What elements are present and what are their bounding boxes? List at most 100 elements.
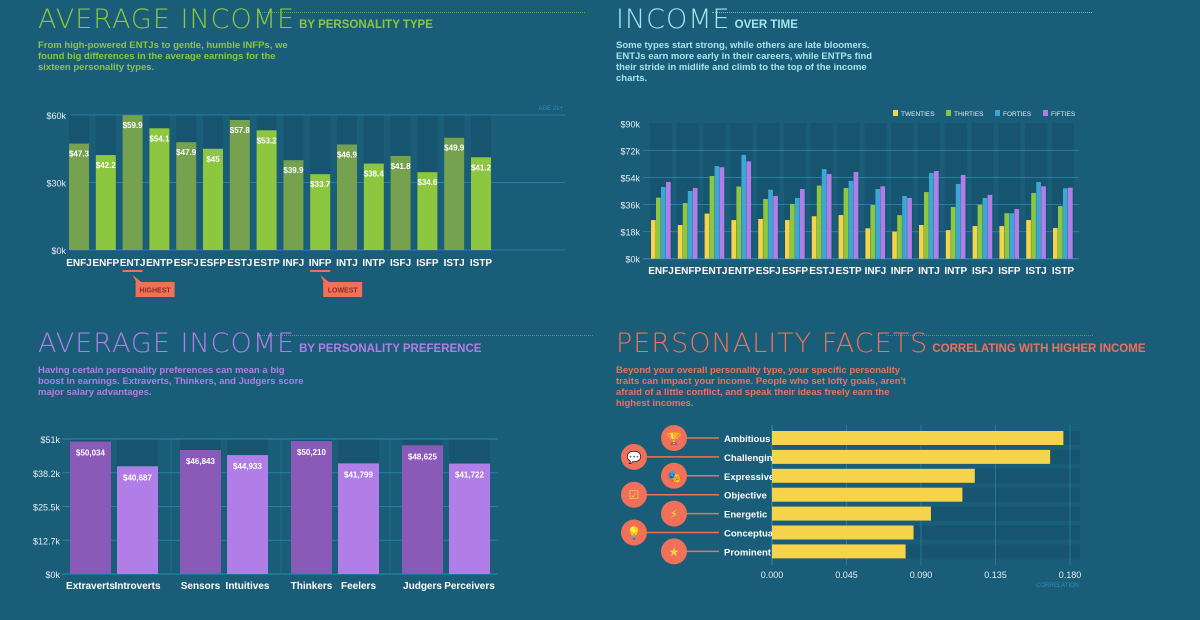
panel-title: PERSONALITY FACETS CORRELATING WITH HIGHE…	[616, 328, 1146, 359]
bar-enfj-fifties	[666, 181, 671, 259]
lowest-label: LOWEST	[328, 288, 359, 295]
x-tick-label: Feelers	[341, 581, 376, 592]
bar-intp-fifties	[960, 174, 966, 259]
bar-estj-thirties	[816, 185, 822, 259]
category-label: Energetic	[724, 510, 767, 521]
icon-circle	[661, 462, 687, 489]
title-sub: BY PERSONALITY PREFERENCE	[299, 343, 482, 355]
bar-enfp	[95, 155, 116, 250]
x-tick-label: INFJ	[865, 266, 887, 277]
bar-entp-forties	[741, 154, 747, 259]
bar-istj	[444, 137, 465, 250]
bar-estp-thirties	[843, 187, 849, 259]
lowest-underline	[310, 270, 331, 272]
title-main: PERSONALITY FACETS	[616, 328, 929, 359]
bar-infj-thirties	[870, 204, 876, 259]
icon-circle	[621, 481, 647, 508]
bar-intp-twenties	[945, 230, 951, 259]
bar-ambitious	[772, 431, 1064, 445]
x-tick-label: ENTP	[728, 266, 755, 277]
x-axis-label: CORRELATION	[1036, 583, 1079, 589]
theater-masks-icon: 🎭	[667, 469, 682, 483]
data-label: $59.9	[123, 121, 144, 130]
panel-average-income-by-type: AVERAGE INCOME BY PERSONALITY TYPE From h…	[0, 0, 600, 300]
x-tick-label: ENFP	[92, 258, 119, 269]
category-label: Expressive	[724, 472, 774, 483]
bar-estp	[256, 130, 277, 250]
data-label: $41,799	[344, 470, 373, 479]
description: Some types start strong, while others ar…	[616, 40, 873, 84]
x-tick-label: ESTJ	[809, 266, 834, 277]
data-label: $39.9	[283, 166, 304, 175]
bar-prominent	[772, 544, 906, 559]
lowest-pointer	[320, 275, 331, 283]
highest-underline	[122, 270, 143, 272]
bar-intp-thirties	[950, 206, 956, 259]
bar-enfp-twenties	[677, 225, 683, 259]
bar-estj-twenties	[811, 216, 817, 259]
panel-title: AVERAGE INCOME BY PERSONALITY PREFERENCE	[38, 328, 481, 359]
icon-circle	[661, 425, 687, 451]
x-tick-label: 0.180	[1059, 570, 1082, 580]
bar-feelers	[338, 463, 379, 574]
bar-entj-fifties	[719, 167, 725, 259]
legend-label: FORTIES	[1003, 111, 1032, 118]
data-label: $50,210	[297, 448, 326, 457]
x-tick-label: INTP	[362, 258, 385, 269]
title-sub: OVER TIME	[734, 19, 798, 31]
checklist-icon: ☑	[629, 488, 640, 502]
y-tick-label: $30k	[46, 179, 66, 189]
x-tick-label: ESFP	[782, 266, 808, 277]
x-tick-label: ESTJ	[227, 258, 252, 269]
y-tick-label: $18k	[620, 228, 640, 238]
title-sub: CORRELATING WITH HIGHER INCOME	[932, 343, 1146, 355]
bar-thinkers	[291, 441, 332, 574]
bar-isfj	[390, 155, 411, 250]
bar-isfp-twenties	[999, 226, 1005, 259]
bar-istp-twenties	[1053, 228, 1058, 259]
bar-infj-forties	[875, 189, 881, 259]
x-tick-label: ENFJ	[648, 266, 674, 277]
bar-intj-forties	[929, 172, 934, 259]
legend-swatch	[995, 110, 1000, 116]
data-label: $41,722	[455, 471, 484, 480]
divider	[886, 335, 1093, 336]
bar-esfp-twenties	[785, 220, 790, 259]
data-label: $46.9	[337, 150, 358, 159]
category-label: Prominent	[724, 547, 772, 558]
bar-objective	[772, 487, 963, 502]
x-tick-label: INFJ	[283, 258, 305, 269]
data-label: $47.9	[176, 148, 197, 157]
bar-entp-fifties	[746, 161, 752, 259]
panel-title: AVERAGE INCOME BY PERSONALITY TYPE	[38, 4, 433, 35]
bar-entj-forties	[714, 166, 720, 259]
bar-conceptual	[772, 525, 914, 540]
bar-infp	[310, 174, 331, 250]
star-icon: ★	[669, 545, 680, 559]
data-label: $33.7	[310, 180, 331, 189]
speech-bubbles-icon: 💬	[627, 450, 642, 464]
bar-infp-twenties	[892, 231, 897, 259]
y-tick-label: $0k	[625, 255, 640, 265]
bar-perceivers	[449, 463, 490, 574]
bar-infj-twenties	[865, 228, 871, 259]
x-tick-label: INTJ	[336, 258, 358, 269]
category-label: Objective	[724, 491, 767, 502]
category-label: Ambitious	[724, 434, 770, 445]
x-tick-label: INFP	[891, 266, 914, 277]
data-label: $41.8	[391, 162, 412, 171]
bar-isfj-thirties	[977, 204, 983, 259]
data-label: $41.2	[471, 163, 492, 172]
data-label: $57.8	[230, 126, 251, 135]
x-tick-label: ESFP	[200, 258, 226, 269]
icon-circle	[621, 519, 647, 546]
data-label: $45	[206, 155, 220, 164]
panel-average-income-by-preference: AVERAGE INCOME BY PERSONALITY PREFERENCE …	[0, 320, 600, 620]
x-tick-label: ISFJ	[390, 258, 411, 269]
icon-circle	[661, 538, 687, 565]
x-tick-label: INTP	[944, 266, 967, 277]
y-tick-label: $25.5k	[33, 503, 61, 513]
description: Beyond your overall personality type, yo…	[616, 365, 906, 409]
bar-challenging	[772, 449, 1051, 464]
x-tick-label: ENTJ	[702, 266, 728, 277]
